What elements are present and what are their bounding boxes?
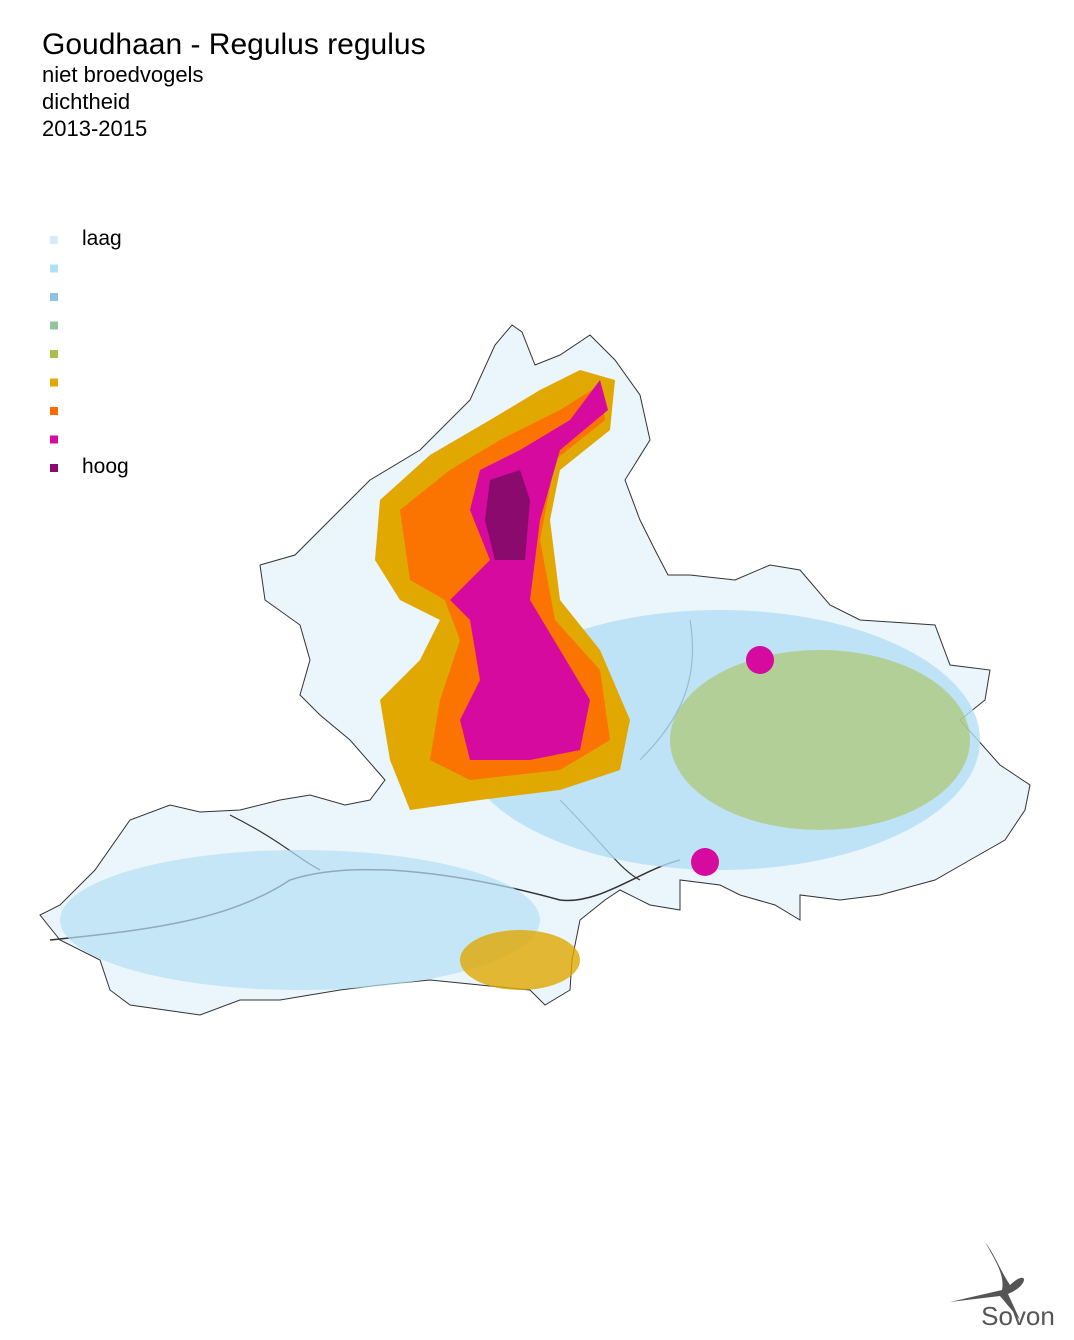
legend-swatch	[50, 264, 58, 273]
legend-swatch	[50, 435, 58, 444]
density-area	[450, 380, 608, 760]
subtitle: niet broedvogels	[42, 62, 204, 87]
legend: laag hoog	[50, 227, 129, 478]
density-area	[746, 646, 774, 674]
density-area	[460, 930, 580, 990]
density-area	[60, 850, 540, 990]
legend-label: laag	[82, 227, 122, 250]
density-area	[485, 470, 530, 560]
legend-swatch	[50, 350, 58, 358]
legend-swatch	[50, 407, 58, 415]
logo: Sovon	[950, 1242, 1055, 1331]
title: Goudhaan - Regulus regulus	[42, 28, 426, 61]
subtitle: 2013-2015	[42, 116, 148, 141]
legend-swatch	[50, 378, 58, 387]
legend-label: hoog	[82, 455, 129, 478]
province	[39, 324, 1031, 1016]
density-area	[670, 650, 970, 830]
density-area	[691, 848, 719, 876]
logo-text: Sovon	[981, 1301, 1055, 1331]
legend-swatch	[50, 293, 58, 301]
legend-swatch	[50, 236, 58, 244]
legend-swatch	[50, 464, 58, 472]
legend-swatch	[50, 321, 58, 330]
logo-bird	[950, 1242, 1024, 1320]
subtitle: dichtheid	[42, 89, 131, 114]
